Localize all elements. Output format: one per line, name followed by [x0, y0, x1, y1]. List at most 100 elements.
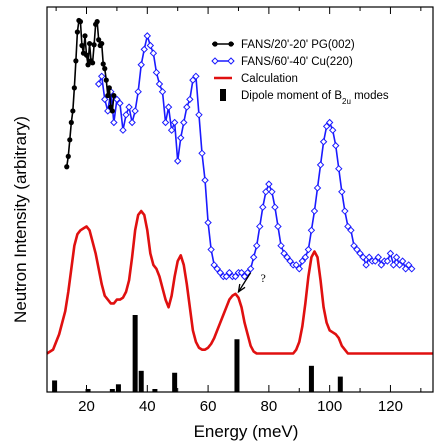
cu220-point	[292, 261, 300, 269]
cu220-point	[113, 95, 121, 104]
cu220-point	[283, 253, 291, 261]
cu220-point	[377, 261, 386, 269]
axes: 20 40 60 80 100 120 Energy (meV) Neutron Intens…	[11, 6, 434, 441]
cu220-point	[325, 118, 334, 127]
cu220-point	[152, 68, 161, 77]
cu220-point	[386, 249, 395, 258]
cu220-point	[137, 61, 145, 69]
pg002-point	[89, 60, 96, 66]
cu220-point	[304, 245, 313, 254]
pg002-point	[73, 58, 79, 64]
cu220-point	[201, 176, 209, 184]
pg002-point	[86, 40, 93, 47]
cu220-point	[265, 180, 273, 188]
cu220-point	[301, 253, 310, 261]
x-tick-label: 80	[261, 398, 278, 415]
pg002-point	[71, 85, 77, 91]
legend-label: Calculation	[241, 73, 298, 85]
dipole-bar	[152, 389, 158, 392]
cu220-point	[213, 265, 221, 273]
cu220-point	[286, 257, 294, 265]
cu220-point	[216, 268, 224, 277]
cu220-point	[344, 222, 352, 231]
legend-marker	[228, 41, 234, 47]
cu220-point	[316, 161, 325, 169]
cu220-point	[398, 257, 407, 265]
cu220-point	[313, 184, 322, 192]
cu220-point	[383, 257, 392, 265]
cu220-point	[262, 188, 270, 196]
cu220-point	[140, 45, 148, 54]
cu220-point	[183, 103, 191, 111]
cu220-point	[295, 265, 303, 273]
cu220-point	[122, 111, 130, 119]
cu220-point	[389, 261, 398, 269]
cu220-point	[125, 103, 133, 111]
pg002-point	[85, 62, 91, 68]
pg002-point	[105, 92, 111, 99]
cu220-point	[310, 207, 319, 215]
cu220-point	[408, 265, 416, 273]
cu220-point	[280, 249, 288, 258]
pg002-point	[68, 119, 74, 126]
pg002-point	[106, 85, 112, 91]
annotation-arrowhead	[237, 283, 246, 294]
plot-marks: ?	[46, 17, 433, 392]
cu220-point	[128, 118, 136, 127]
cu220-point	[192, 72, 200, 81]
dipole-bar	[115, 384, 121, 392]
cu220-point	[167, 126, 176, 134]
cu220-point	[143, 32, 152, 40]
cu220-line	[97, 32, 413, 278]
dipole-bar	[172, 372, 178, 392]
legend-label: Dipole moment of B2u modes	[241, 90, 389, 106]
cu220-point	[249, 253, 258, 261]
cu220-point	[253, 241, 261, 250]
cu220-point	[104, 107, 112, 115]
pg002-point	[111, 92, 117, 99]
legend: FANS/20'-20' PG(002) FANS/60'-40' Cu(220)…	[211, 39, 389, 106]
cu220-point	[341, 207, 349, 215]
pg002-point	[82, 33, 88, 39]
legend-label: FANS/20'-20' PG(002)	[241, 39, 355, 51]
cu220-point	[392, 253, 401, 261]
cu220-point	[237, 268, 246, 277]
cu220-point	[338, 188, 346, 196]
pg002-point	[109, 108, 115, 114]
cu220-point	[319, 138, 328, 146]
cu220-point	[298, 257, 307, 265]
cu220-point	[198, 149, 206, 158]
cu220-point	[204, 218, 212, 227]
legend-swatch-dipole	[220, 89, 226, 101]
cu220-point	[277, 241, 285, 250]
cu220-point	[231, 272, 240, 281]
dipole-bar	[52, 380, 58, 392]
cu220-point	[170, 118, 179, 127]
cu220-point	[173, 157, 182, 165]
dipole-bar	[85, 389, 91, 392]
annotation-label: ?	[260, 271, 265, 285]
cu220-point	[134, 87, 142, 96]
cu220-point	[350, 241, 358, 250]
cu220-point	[259, 203, 267, 211]
cu220-point	[335, 164, 343, 173]
cu220-point	[180, 118, 188, 127]
legend-marker	[227, 57, 235, 65]
pg002-point	[65, 153, 71, 159]
pg002-point	[100, 61, 106, 67]
cu220-point	[328, 126, 337, 134]
cu220-point	[371, 257, 379, 265]
pg002-point	[94, 19, 100, 25]
dipole-bar	[234, 339, 240, 392]
dipole-bar	[138, 370, 144, 392]
pg002-point	[83, 52, 90, 58]
cu220-point	[155, 80, 164, 88]
cu220-point	[94, 80, 103, 88]
cu220-point	[210, 261, 218, 269]
cu220-point	[225, 268, 234, 277]
cu220-point	[98, 72, 106, 81]
cu220-point	[271, 203, 279, 211]
y-axis-title: Neutron Intensity (arbitrary)	[11, 116, 30, 323]
cu220-point	[158, 87, 167, 96]
